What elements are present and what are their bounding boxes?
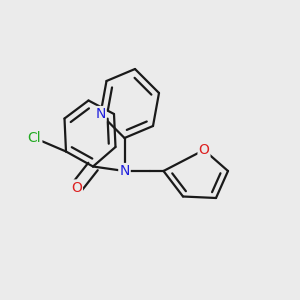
Text: Cl: Cl — [28, 131, 41, 145]
Text: O: O — [199, 143, 209, 157]
Text: O: O — [71, 181, 82, 194]
Text: N: N — [95, 107, 106, 121]
Text: N: N — [119, 164, 130, 178]
